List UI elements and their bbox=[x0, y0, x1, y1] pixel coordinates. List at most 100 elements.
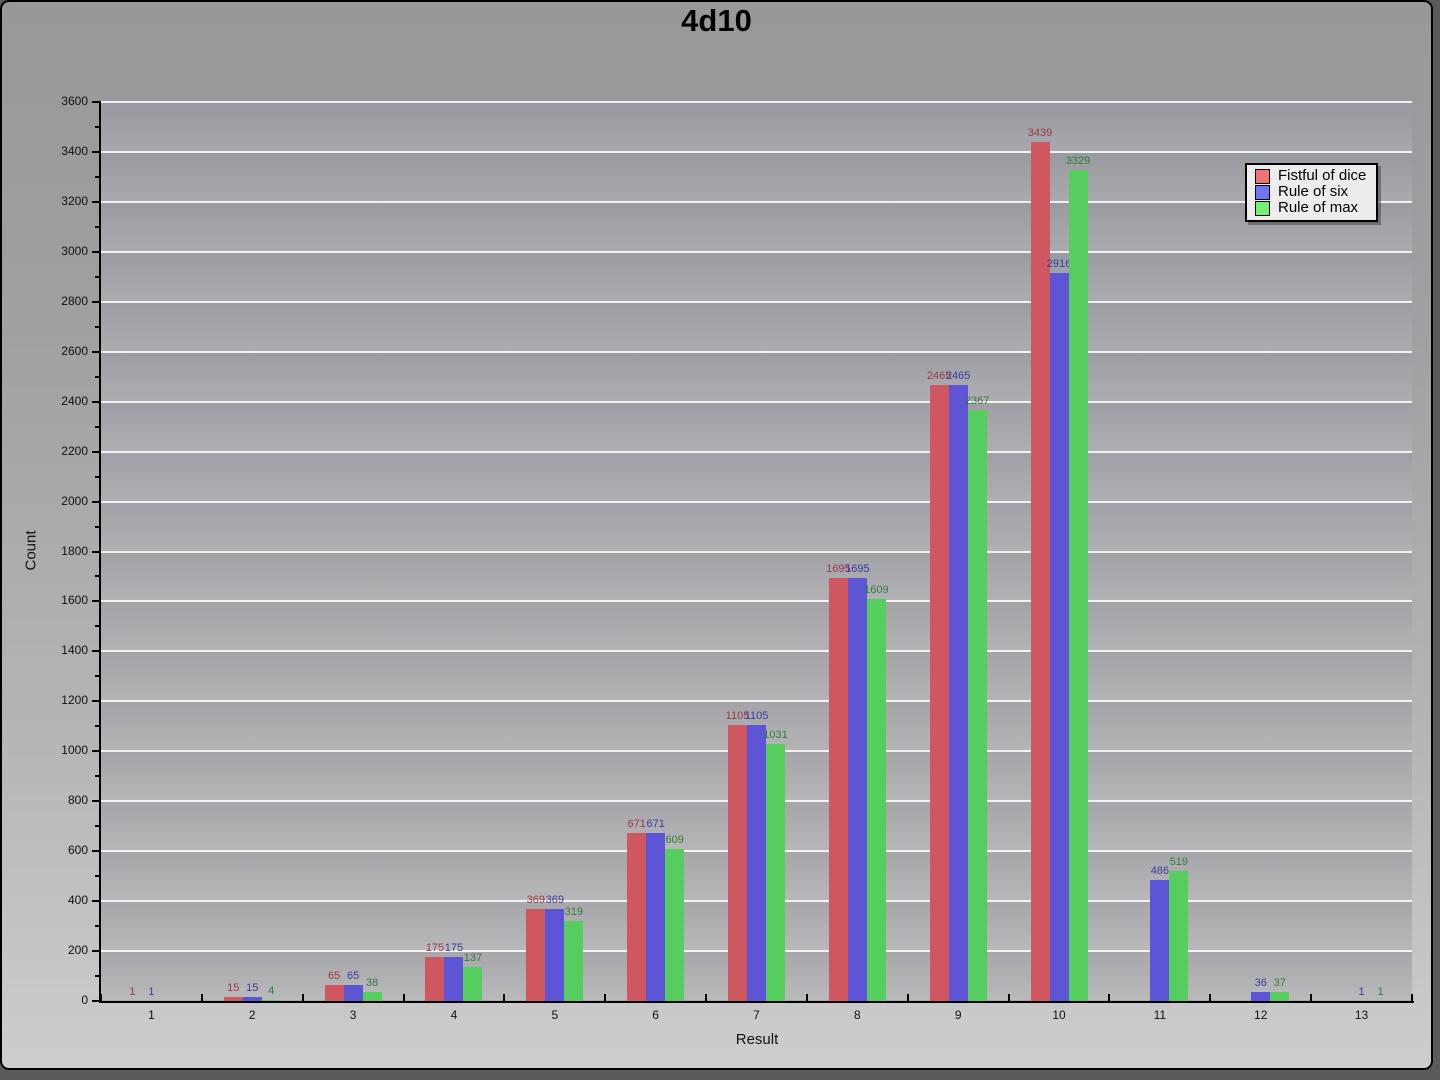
bar bbox=[728, 725, 747, 1001]
legend-item: Rule of six bbox=[1255, 184, 1366, 200]
bar bbox=[1251, 992, 1271, 1001]
x-axis-tick bbox=[604, 994, 607, 1001]
y-axis-tick bbox=[92, 550, 99, 553]
bar-value-label: 369 bbox=[545, 893, 564, 906]
bar-value-label: 3439 bbox=[1027, 127, 1053, 140]
y-axis-tick bbox=[92, 450, 99, 453]
y-axis-tick bbox=[92, 950, 99, 953]
bar bbox=[463, 966, 483, 1001]
bar-value-label: 15 bbox=[246, 982, 259, 995]
x-axis-tick bbox=[503, 994, 506, 1001]
gridline bbox=[101, 500, 1412, 503]
gridline bbox=[101, 350, 1412, 353]
bar-value-label: 65 bbox=[346, 969, 360, 982]
x-axis-tick bbox=[1310, 994, 1313, 1001]
y-tick-label: 2800 bbox=[61, 293, 88, 308]
bar bbox=[1150, 879, 1170, 1001]
bar bbox=[766, 743, 785, 1001]
y-axis-tick bbox=[92, 400, 99, 403]
bar bbox=[223, 997, 243, 1001]
bar-value-label: 671 bbox=[627, 818, 646, 831]
y-axis-tick bbox=[95, 975, 99, 978]
y-axis-tick bbox=[95, 725, 99, 728]
bar bbox=[847, 577, 867, 1001]
bar bbox=[948, 385, 968, 1001]
legend-swatch-icon bbox=[1255, 168, 1270, 184]
y-tick-label: 1400 bbox=[61, 643, 88, 658]
x-tick-label: 2 bbox=[248, 1008, 256, 1022]
x-axis-line bbox=[99, 1001, 1414, 1003]
x-axis-tick bbox=[402, 994, 405, 1001]
x-axis-tick bbox=[1108, 994, 1111, 1001]
y-tick-label: 3600 bbox=[61, 94, 88, 108]
x-tick-label: 4 bbox=[450, 1008, 458, 1022]
bar-value-label: 137 bbox=[463, 951, 483, 964]
x-axis-tick bbox=[805, 994, 808, 1001]
y-tick-label: 800 bbox=[67, 793, 88, 808]
y-tick-label: 2400 bbox=[61, 393, 88, 408]
y-axis-tick bbox=[95, 925, 99, 928]
x-axis-tick bbox=[1007, 994, 1010, 1001]
y-axis-tick bbox=[92, 101, 99, 103]
y-tick-label: 1600 bbox=[61, 593, 88, 608]
x-axis-tick bbox=[100, 994, 102, 1001]
bar-value-label: 175 bbox=[425, 942, 445, 955]
bar-value-label: 319 bbox=[564, 906, 583, 919]
bar bbox=[646, 833, 666, 1001]
y-tick-label: 3400 bbox=[61, 143, 88, 158]
y-axis-title: Count bbox=[22, 530, 40, 571]
gridline bbox=[101, 200, 1412, 203]
y-axis-line bbox=[99, 101, 101, 1003]
y-axis-tick bbox=[92, 250, 99, 253]
bar bbox=[545, 908, 565, 1001]
x-axis-tick bbox=[200, 994, 203, 1001]
x-tick-label: 1 bbox=[148, 1008, 155, 1022]
bar bbox=[967, 409, 987, 1001]
gridline bbox=[101, 700, 1412, 703]
y-axis-tick bbox=[95, 125, 99, 128]
bar bbox=[362, 991, 382, 1001]
y-tick-label: 400 bbox=[67, 893, 88, 908]
bar bbox=[1169, 871, 1189, 1001]
y-tick-label: 2200 bbox=[61, 443, 88, 458]
bar-value-label: 65 bbox=[327, 969, 341, 982]
bar-value-label: 1105 bbox=[744, 710, 769, 723]
bar-value-label: 175 bbox=[444, 942, 464, 955]
bar-value-label: 519 bbox=[1169, 856, 1189, 869]
y-tick-label: 2000 bbox=[61, 493, 88, 508]
y-axis-tick bbox=[95, 275, 99, 278]
x-tick-label: 5 bbox=[551, 1008, 559, 1022]
y-axis-tick bbox=[92, 900, 99, 903]
bar-value-label: 369 bbox=[526, 893, 545, 906]
bar-value-label: 2916 bbox=[1046, 257, 1072, 270]
y-axis-tick bbox=[92, 300, 99, 303]
y-tick-label: 200 bbox=[67, 943, 88, 958]
y-axis-tick bbox=[95, 475, 99, 478]
bar bbox=[425, 957, 445, 1001]
legend-label: Fistful of dice bbox=[1278, 167, 1367, 184]
bar bbox=[242, 997, 262, 1001]
bar bbox=[526, 908, 546, 1001]
y-tick-label: 1200 bbox=[61, 693, 88, 708]
y-tick-label: 3000 bbox=[61, 243, 88, 258]
y-axis-tick bbox=[92, 500, 99, 503]
legend-item: Rule of max bbox=[1255, 200, 1366, 216]
legend-swatch-icon bbox=[1255, 184, 1270, 200]
gridline bbox=[101, 300, 1412, 303]
bar-value-label: 1695 bbox=[826, 562, 851, 575]
bar bbox=[1270, 991, 1290, 1001]
bar bbox=[343, 984, 363, 1001]
gridline bbox=[101, 250, 1412, 253]
y-axis-tick bbox=[95, 325, 99, 328]
x-tick-label: 7 bbox=[753, 1008, 760, 1022]
y-axis-tick bbox=[95, 425, 99, 428]
bar-value-label: 486 bbox=[1150, 864, 1170, 877]
bar-value-label: 15 bbox=[227, 982, 240, 995]
bar bbox=[665, 848, 685, 1001]
x-tick-label: 8 bbox=[854, 1008, 861, 1022]
bar bbox=[261, 1000, 281, 1001]
bar bbox=[1030, 142, 1050, 1001]
y-axis-tick bbox=[95, 825, 99, 828]
y-axis-tick bbox=[95, 525, 99, 528]
bar-value-label: 1 bbox=[1377, 985, 1384, 998]
